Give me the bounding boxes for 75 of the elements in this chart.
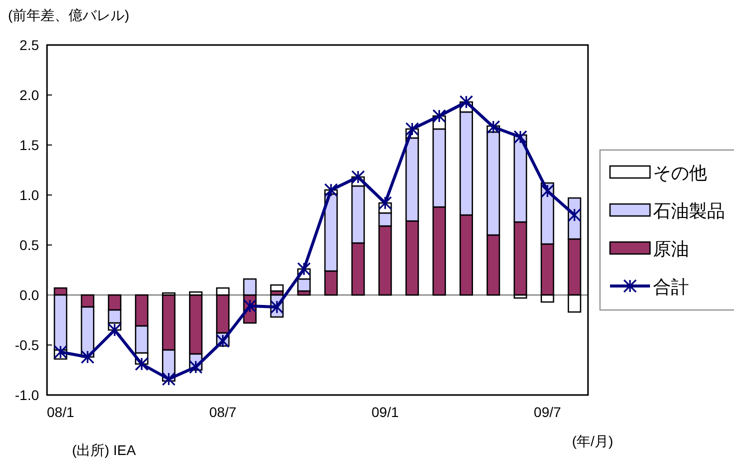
bar: [460, 214, 474, 296]
bar: [189, 294, 203, 355]
bar: [80, 294, 94, 308]
bar: [80, 306, 94, 358]
y-tick-label: 2.5: [20, 37, 40, 53]
bar: [460, 111, 474, 216]
y-tick-label: 0.0: [20, 287, 40, 303]
bar: [514, 294, 528, 299]
point: [270, 300, 284, 314]
bar: [514, 221, 528, 296]
bar: [351, 185, 365, 244]
bar: [405, 137, 419, 222]
y-tick-label: 2.0: [20, 87, 40, 103]
bar: [405, 220, 419, 296]
bar: [108, 294, 122, 311]
point: [297, 262, 311, 276]
point: [514, 130, 528, 144]
point: [568, 208, 582, 222]
point: [134, 357, 148, 371]
bar: [243, 278, 257, 296]
point: [540, 184, 554, 198]
bar: [351, 242, 365, 296]
bar: [432, 128, 446, 208]
x-tick-label: 08/1: [46, 404, 74, 420]
point: [162, 372, 176, 386]
bar: [540, 294, 554, 303]
y-tick-label: -1.0: [14, 387, 40, 403]
bar: [432, 206, 446, 296]
bar: [216, 294, 230, 334]
point: [324, 183, 338, 197]
bar: [514, 134, 528, 223]
bar: [270, 284, 284, 292]
bar: [378, 212, 392, 227]
bar: [189, 291, 203, 296]
point: [405, 122, 419, 136]
point: [188, 360, 203, 374]
x-tick-label: 08/7: [209, 404, 237, 420]
x-axis-title: (年/月): [572, 433, 614, 449]
legend-label: 原油: [653, 239, 689, 259]
legend-label: 合計: [653, 277, 689, 297]
bar: [162, 294, 176, 351]
y-tick-label: 1.5: [20, 137, 40, 153]
bar: [540, 243, 554, 296]
y-axis-title: (前年差、億バレル): [8, 7, 130, 23]
point: [459, 95, 474, 109]
point: [108, 323, 122, 337]
y-tick-label: 1.0: [20, 187, 40, 203]
legend-label: その他: [653, 163, 707, 183]
bar: [108, 309, 122, 324]
bar: [162, 292, 176, 296]
bar: [297, 278, 311, 292]
legend-label: 石油製品: [653, 201, 725, 221]
text: (出所) IEA: [72, 442, 136, 458]
bar: [486, 234, 500, 296]
bar: [324, 193, 338, 272]
y-tick-label: -0.5: [14, 337, 40, 353]
bar: [378, 225, 392, 296]
point: [351, 170, 365, 184]
x-tick-label: 09/1: [372, 404, 399, 420]
point: [243, 299, 257, 313]
bar: [134, 325, 148, 354]
point: [486, 120, 500, 134]
bar: [134, 294, 148, 327]
point: [432, 109, 446, 123]
bar: [568, 294, 582, 313]
y-tick-label: 0.5: [20, 237, 40, 253]
point: [54, 345, 68, 359]
bar: [486, 131, 500, 236]
bar: [324, 270, 338, 296]
bar: [216, 287, 230, 296]
x-tick-label: 09/7: [534, 404, 562, 420]
bar: [54, 294, 68, 351]
bar: [568, 238, 582, 296]
point: [80, 350, 94, 364]
point: [378, 196, 392, 210]
